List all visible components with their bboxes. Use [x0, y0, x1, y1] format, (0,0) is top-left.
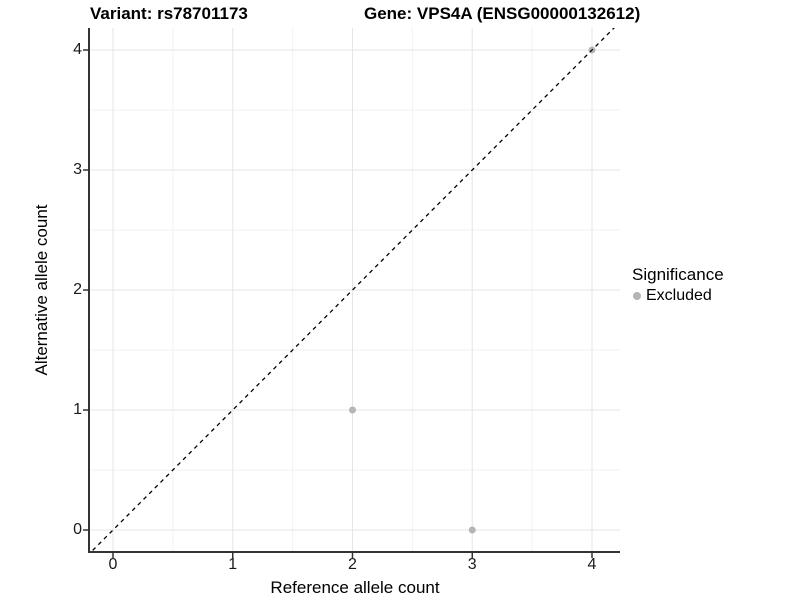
legend-item-label: Excluded [646, 287, 712, 304]
y-tick-label: 1 [73, 401, 82, 418]
x-tick-label: 1 [228, 556, 238, 573]
y-tick-label: 3 [73, 161, 82, 178]
variant-title: Variant: rs78701173 [90, 4, 248, 23]
x-tick-label: 3 [467, 556, 477, 573]
legend: Significance Excluded [632, 264, 724, 305]
x-tick-label: 2 [348, 556, 357, 573]
x-axis-title: Reference allele count [270, 578, 440, 597]
x-tick-label: 0 [108, 556, 118, 573]
gene-title: Gene: VPS4A (ENSG00000132612) [364, 4, 641, 23]
y-tick-label: 2 [73, 281, 82, 298]
y-tick-label: 0 [73, 521, 82, 538]
legend-title: Significance [632, 265, 724, 284]
x-tick-label: 4 [587, 556, 597, 573]
excluded-point-icon [633, 292, 641, 300]
identity-line [90, 28, 615, 552]
legend-item-excluded: Excluded [632, 287, 724, 305]
y-axis-title: Alternative allele count [32, 204, 51, 376]
data-point [349, 406, 356, 414]
data-point [468, 526, 476, 534]
y-tick-label: 4 [73, 41, 82, 58]
